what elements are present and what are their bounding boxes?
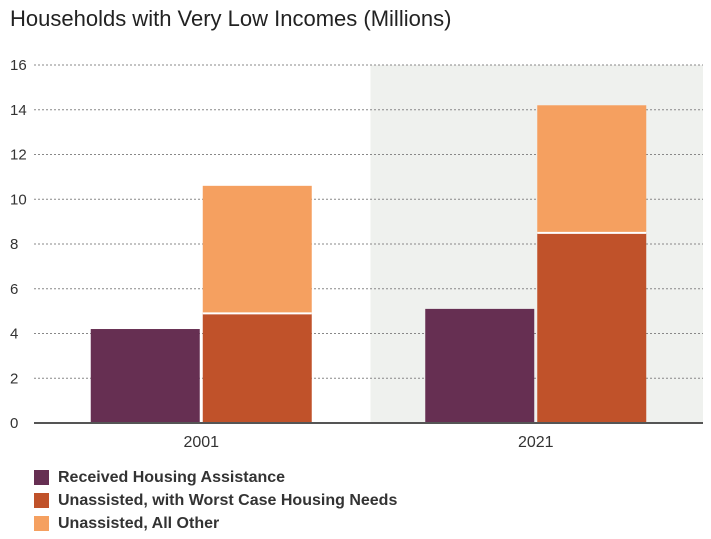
legend-label-received-housing-assistance: Received Housing Assistance <box>58 468 286 486</box>
y-tick-label-0: 0 <box>10 415 18 432</box>
y-tick-label-8: 8 <box>10 236 18 253</box>
y-tick-label-4: 4 <box>10 326 18 343</box>
y-tick-label-16: 16 <box>10 57 27 74</box>
legend-swatch-worst-case-needs <box>34 493 49 508</box>
bar-2001-series-1 <box>202 313 312 423</box>
highlight-background <box>370 65 703 423</box>
x-category-label-2001: 2001 <box>183 434 219 451</box>
y-tick-label-14: 14 <box>10 102 27 119</box>
x-category-label-2021: 2021 <box>518 434 554 451</box>
y-tick-label-12: 12 <box>10 147 27 164</box>
y-tick-label-2: 2 <box>10 370 18 387</box>
legend-swatch-all-other <box>34 516 49 531</box>
bar-2021-series-2 <box>537 105 647 233</box>
legend-item-all-other: Unassisted, All Other <box>34 512 397 535</box>
y-tick-label-10: 10 <box>10 191 27 208</box>
bar-2021-series-1 <box>537 232 647 423</box>
chart-legend: Received Housing Assistance Unassisted, … <box>34 466 397 535</box>
chart-title: Households with Very Low Incomes (Millio… <box>10 6 452 31</box>
legend-label-all-other: Unassisted, All Other <box>58 514 220 532</box>
legend-item-received-housing-assistance: Received Housing Assistance <box>34 466 397 489</box>
bar-2001-series-0 <box>90 329 200 423</box>
legend-item-worst-case-needs: Unassisted, with Worst Case Housing Need… <box>34 489 397 512</box>
y-tick-label-6: 6 <box>10 281 18 298</box>
bar-2021-series-0 <box>425 308 535 423</box>
legend-label-worst-case-needs: Unassisted, with Worst Case Housing Need… <box>58 491 398 509</box>
legend-swatch-received-housing-assistance <box>34 470 49 485</box>
bar-2001-series-2 <box>202 185 312 314</box>
